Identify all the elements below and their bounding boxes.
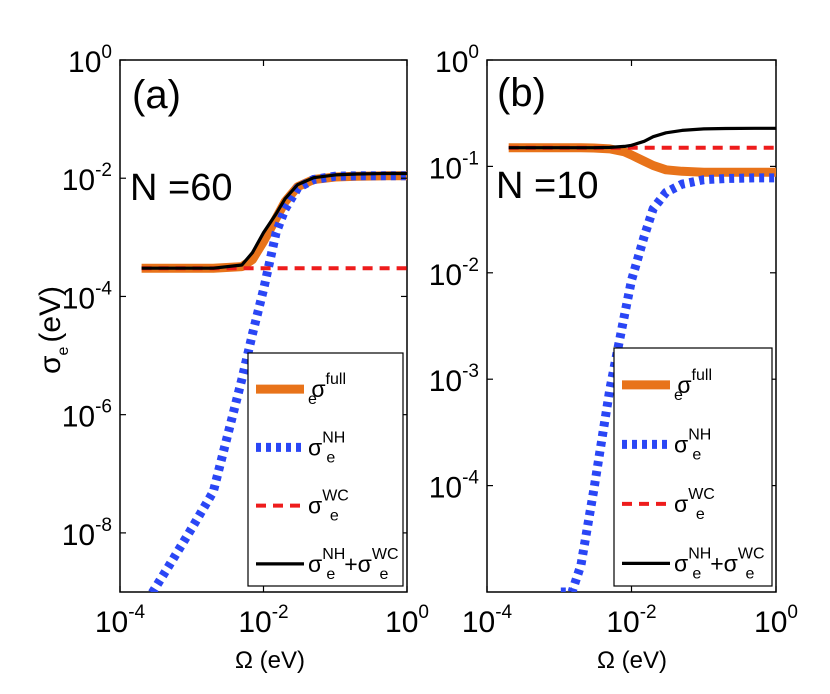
series-nh-line-a xyxy=(147,171,407,592)
legend-a: σfull e σNH e σWC e σNH e +σWC e xyxy=(247,352,404,587)
legend-label-nh: σNH e xyxy=(308,429,345,466)
legend-label-full: σfull e xyxy=(308,371,346,408)
x-axis-label-a: Ω (eV) xyxy=(235,647,305,674)
y-tick-label-b-1: 10-1 xyxy=(429,148,479,185)
x-tick-label-b-1: 10-2 xyxy=(606,602,656,639)
series-group-a xyxy=(141,171,407,592)
svg-text:σe(eV): σe(eV) xyxy=(34,286,72,374)
series-nh-plus-wc-line-a xyxy=(141,171,407,270)
x-tick-label-b-2: 100 xyxy=(754,602,798,639)
x-tick-label-a-0: 10-4 xyxy=(95,602,146,639)
ticks-b: 10-4 10-2 100 100 10-1 10-2 10-3 10-4 xyxy=(429,42,798,639)
n-annotation-a: N =60 xyxy=(130,167,232,209)
x-tick-label-a-2: 100 xyxy=(385,602,429,639)
n-annotation-b: N =10 xyxy=(496,165,598,207)
x-tick-label-b-0: 10-4 xyxy=(462,602,513,639)
panel-label-a: (a) xyxy=(132,73,181,117)
legend-label-full: σfull e xyxy=(674,367,712,404)
y-tick-label-b-4: 10-4 xyxy=(429,468,480,505)
ticks-a: 10-4 10-2 100 100 10-2 10-4 10-6 10-8 xyxy=(62,42,429,639)
legend-label-nh-plus-wc: σNH e +σWC e xyxy=(674,545,765,582)
panel-label-b: (b) xyxy=(497,71,546,115)
series-nh-line-b xyxy=(553,173,776,592)
legend-label-nh: σNH e xyxy=(674,426,711,463)
y-tick-label-b-3: 10-3 xyxy=(429,361,479,398)
legend-b: σfull e σNH e σWC e σNH e +σWC e xyxy=(613,347,773,587)
y-axis-label-a: σe(eV) xyxy=(34,286,72,374)
y-tick-label-a-2: 10-4 xyxy=(62,278,113,315)
legend-label-nh-plus-wc: σNH e +σWC e xyxy=(308,546,399,583)
x-tick-label-a-1: 10-2 xyxy=(238,602,288,639)
series-group-b xyxy=(508,126,776,592)
y-tick-label-a-3: 10-6 xyxy=(62,397,112,434)
x-axis-label-b: Ω (eV) xyxy=(597,647,667,674)
legend-label-wc: σWC e xyxy=(674,486,715,523)
y-tick-label-a-4: 10-8 xyxy=(62,515,112,552)
y-tick-label-a-0: 100 xyxy=(68,42,112,79)
series-nh-plus-wc-line-b xyxy=(508,126,776,150)
legend-label-wc: σWC e xyxy=(308,488,349,525)
y-tick-label-b-0: 100 xyxy=(435,42,479,79)
y-tick-label-a-1: 10-2 xyxy=(62,160,112,197)
y-tick-label-b-2: 10-2 xyxy=(429,255,479,292)
